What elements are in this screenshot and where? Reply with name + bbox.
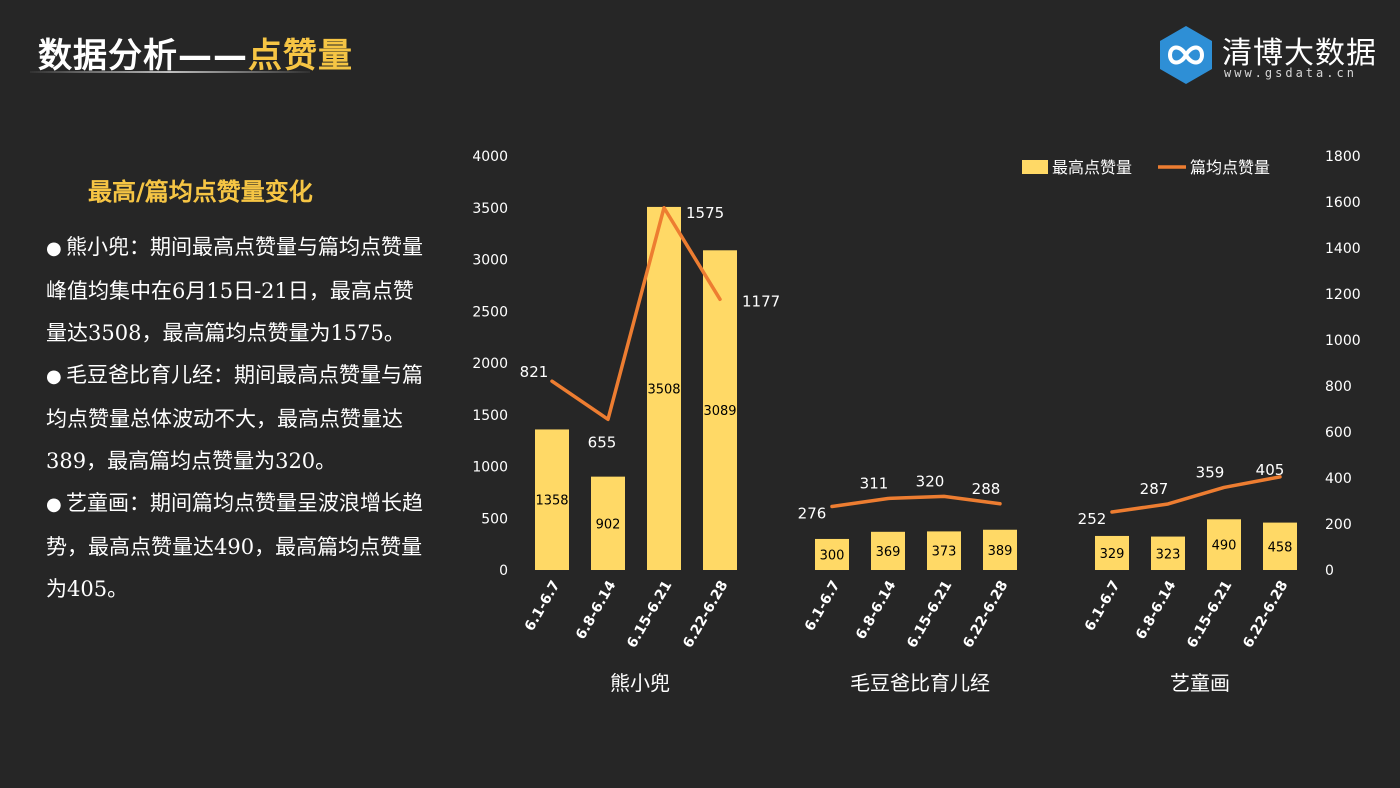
title-underline bbox=[30, 71, 310, 73]
bullet-dot-icon: ● bbox=[46, 238, 62, 259]
section-subtitle: 最高/篇均点赞量变化 bbox=[88, 178, 313, 206]
line-value-label: 1177 bbox=[742, 292, 780, 310]
x-tick-label: 6.8-6.14 bbox=[573, 578, 620, 643]
line-value-label: 276 bbox=[798, 505, 827, 523]
line-value-label: 311 bbox=[860, 474, 889, 492]
y-right-tick-label: 200 bbox=[1325, 517, 1352, 533]
bullet-text: 艺童画：期间篇均点赞量呈波浪增长趋势，最高点赞量达490，最高篇均点赞量为405… bbox=[46, 491, 423, 601]
y-left-tick-label: 1500 bbox=[472, 408, 508, 424]
group-label: 艺童画 bbox=[1170, 671, 1230, 695]
legend-bar-swatch bbox=[1022, 160, 1048, 174]
x-tick-label: 6.22-6.28 bbox=[1240, 578, 1291, 651]
bar-value-label: 1358 bbox=[535, 494, 568, 509]
y-left-tick-label: 2000 bbox=[472, 356, 508, 372]
x-tick-label: 6.22-6.28 bbox=[960, 578, 1011, 651]
bullet-text: 熊小兜：期间最高点赞量与篇均点赞量峰值均集中在6月15日-21日，最高点赞量达3… bbox=[46, 235, 423, 345]
bar-2-0 bbox=[1095, 535, 1129, 570]
y-left-tick-label: 2500 bbox=[472, 304, 508, 320]
bullet-dot-icon: ● bbox=[46, 366, 62, 387]
x-tick-label: 6.22-6.28 bbox=[680, 578, 731, 651]
bullet-item: ● 熊小兜：期间最高点赞量与篇均点赞量峰值均集中在6月15日-21日，最高点赞量达… bbox=[46, 226, 426, 354]
line-series-2 bbox=[1110, 475, 1282, 514]
x-tick-label: 6.1-6.7 bbox=[1082, 578, 1124, 634]
bar-1-2 bbox=[927, 531, 961, 570]
line-value-label: 252 bbox=[1078, 510, 1107, 528]
page-title: 数据分析——点赞量 bbox=[38, 28, 353, 77]
y-left-tick-label: 1000 bbox=[472, 460, 508, 476]
group-label: 熊小兜 bbox=[610, 671, 670, 695]
y-right-tick-label: 400 bbox=[1325, 471, 1352, 487]
brand-logo: 清博大数据 www.gsdata.cn bbox=[1158, 24, 1378, 86]
bar-0-2 bbox=[647, 206, 681, 570]
logo-name: 清博大数据 bbox=[1222, 36, 1377, 71]
line-value-label: 287 bbox=[1140, 480, 1169, 498]
group-label: 毛豆爸比育儿经 bbox=[850, 671, 990, 695]
y-right-tick-label: 1600 bbox=[1325, 195, 1361, 211]
page-title-prefix: 数据分析—— bbox=[38, 36, 248, 76]
bullet-text: 毛豆爸比育儿经：期间最高点赞量与篇均点赞量总体波动不大，最高点赞量达389，最高… bbox=[46, 363, 423, 473]
line-value-label: 320 bbox=[916, 472, 945, 490]
legend-line-label: 篇均点赞量 bbox=[1190, 158, 1270, 177]
bar-value-label: 369 bbox=[876, 545, 901, 560]
bar-1-3 bbox=[983, 529, 1017, 570]
y-right-tick-label: 1400 bbox=[1325, 241, 1361, 257]
bar-value-label: 373 bbox=[932, 545, 957, 560]
line-value-label: 405 bbox=[1256, 461, 1285, 479]
bar-value-label: 300 bbox=[820, 548, 845, 563]
bar-0-1 bbox=[591, 476, 625, 570]
bar-value-label: 458 bbox=[1268, 540, 1293, 555]
y-left-tick-label: 0 bbox=[499, 563, 508, 579]
page-title-highlight: 点赞量 bbox=[248, 36, 353, 76]
bar-2-3 bbox=[1263, 522, 1297, 570]
line-series-1 bbox=[830, 494, 1002, 509]
y-left-tick-label: 3500 bbox=[472, 201, 508, 217]
y-right-tick-label: 1000 bbox=[1325, 333, 1361, 349]
y-left-tick-label: 3000 bbox=[472, 253, 508, 269]
bar-value-label: 3508 bbox=[647, 382, 680, 397]
line-series-0 bbox=[550, 206, 722, 422]
bar-0-0 bbox=[535, 429, 569, 570]
y-right-tick-label: 0 bbox=[1325, 563, 1334, 579]
x-tick-label: 6.15-6.21 bbox=[1184, 578, 1235, 651]
bar-1-0 bbox=[815, 538, 849, 570]
y-right-tick-label: 1800 bbox=[1325, 149, 1361, 165]
bar-value-label: 389 bbox=[988, 544, 1013, 559]
bullet-item: ● 毛豆爸比育儿经：期间最高点赞量与篇均点赞量总体波动不大，最高点赞量达389，最… bbox=[46, 354, 426, 482]
x-tick-label: 6.8-6.14 bbox=[853, 578, 900, 643]
line-value-label: 288 bbox=[972, 480, 1001, 498]
y-right-tick-label: 600 bbox=[1325, 425, 1352, 441]
y-right-tick-label: 1200 bbox=[1325, 287, 1361, 303]
bullet-item: ● 艺童画：期间篇均点赞量呈波浪增长趋势，最高点赞量达490，最高篇均点赞量为40… bbox=[46, 482, 426, 610]
x-tick-label: 6.1-6.7 bbox=[802, 578, 844, 634]
bullet-list: ● 熊小兜：期间最高点赞量与篇均点赞量峰值均集中在6月15日-21日，最高点赞量达… bbox=[46, 226, 426, 610]
bar-2-2 bbox=[1207, 519, 1241, 570]
line-value-label: 821 bbox=[520, 363, 549, 381]
bar-value-label: 329 bbox=[1100, 547, 1125, 562]
bar-value-label: 902 bbox=[596, 517, 621, 532]
line-value-label: 1575 bbox=[686, 204, 724, 222]
legend-bar-label: 最高点赞量 bbox=[1052, 158, 1132, 177]
x-tick-label: 6.1-6.7 bbox=[522, 578, 564, 634]
y-right-tick-label: 800 bbox=[1325, 379, 1352, 395]
bar-0-3 bbox=[703, 250, 737, 570]
y-left-tick-label: 4000 bbox=[472, 149, 508, 165]
y-left-tick-label: 500 bbox=[481, 511, 508, 527]
bullet-dot-icon: ● bbox=[46, 494, 62, 515]
x-tick-label: 6.15-6.21 bbox=[624, 578, 675, 651]
line-value-label: 359 bbox=[1196, 463, 1225, 481]
x-tick-label: 6.15-6.21 bbox=[904, 578, 955, 651]
logo-url: www.gsdata.cn bbox=[1224, 66, 1357, 80]
x-tick-label: 6.8-6.14 bbox=[1133, 578, 1180, 643]
bar-value-label: 3089 bbox=[703, 404, 736, 419]
bar-2-1 bbox=[1151, 536, 1185, 570]
line-value-label: 655 bbox=[588, 433, 617, 451]
bar-value-label: 490 bbox=[1212, 539, 1237, 554]
bar-1-1 bbox=[871, 531, 905, 570]
bar-value-label: 323 bbox=[1156, 547, 1181, 562]
logo-hexagon-icon bbox=[1160, 26, 1212, 84]
